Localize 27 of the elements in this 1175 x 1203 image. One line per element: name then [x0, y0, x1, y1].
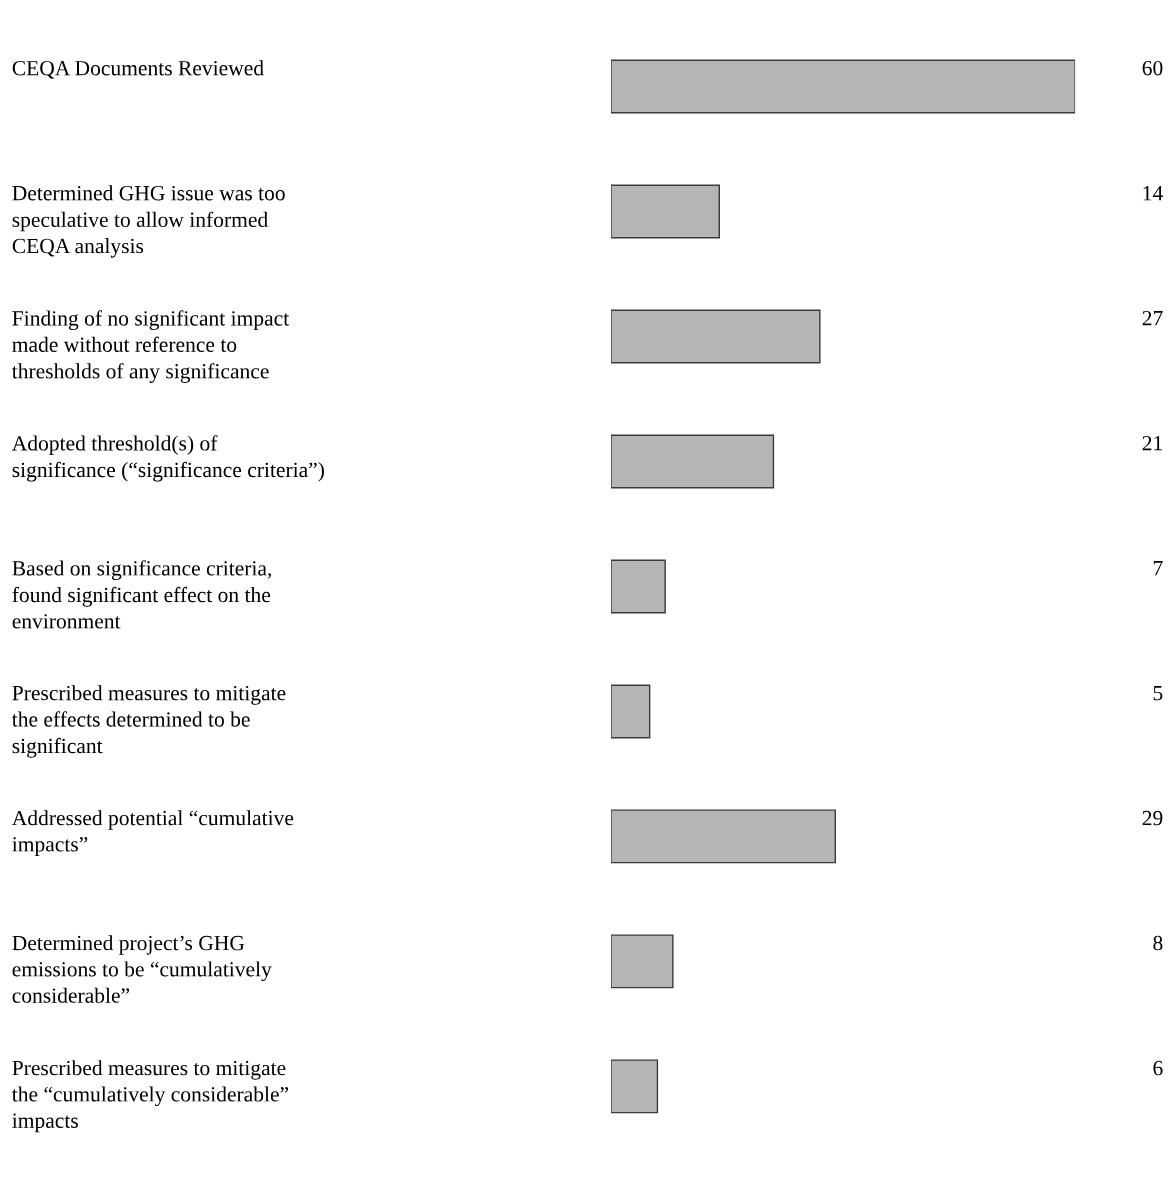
- bar: [611, 309, 821, 364]
- y-tick-label: Finding of no significant impact made without reference to thresholds of any significance: [11, 310, 290, 383]
- bar: [611, 684, 651, 739]
- data-label: 60: [1142, 60, 1163, 76]
- y-tick-label: CEQA Documents Reviewed: [12, 60, 264, 79]
- data-label: 8: [1153, 935, 1163, 951]
- y-tick-label: Adopted threshold(s) of significance (“significance criteria”): [11, 435, 324, 482]
- bar: [611, 809, 837, 864]
- bar: [611, 934, 674, 989]
- y-tick-label: Prescribed measures to mitigate the effects determined to be significant: [11, 685, 286, 758]
- data-label: 29: [1142, 810, 1163, 826]
- data-label: 14: [1143, 186, 1163, 201]
- y-tick-label: Prescribed measures to mitigate the “cumulatively considerable” impacts: [11, 1060, 289, 1133]
- bar: [611, 559, 666, 614]
- y-tick-label: Determined project’s GHG emissions to be “cumulatively considerable”: [12, 935, 272, 1003]
- data-label: 5: [1153, 686, 1163, 701]
- data-label: 27: [1142, 310, 1163, 326]
- y-tick-label: Based on significance criteria, found significant effect on the environment: [12, 560, 272, 629]
- data-label: 7: [1153, 561, 1163, 576]
- bar: [611, 1059, 659, 1114]
- bar: [611, 59, 1076, 114]
- bar: [611, 434, 775, 489]
- y-tick-label: Addressed potential “cumulative impacts”: [11, 810, 294, 856]
- data-label: 21: [1142, 435, 1162, 451]
- bar: [611, 184, 720, 239]
- data-label: 6: [1153, 1060, 1163, 1076]
- y-tick-label: Determined GHG issue was too speculative to allow informed CEQA analysis: [12, 185, 285, 258]
